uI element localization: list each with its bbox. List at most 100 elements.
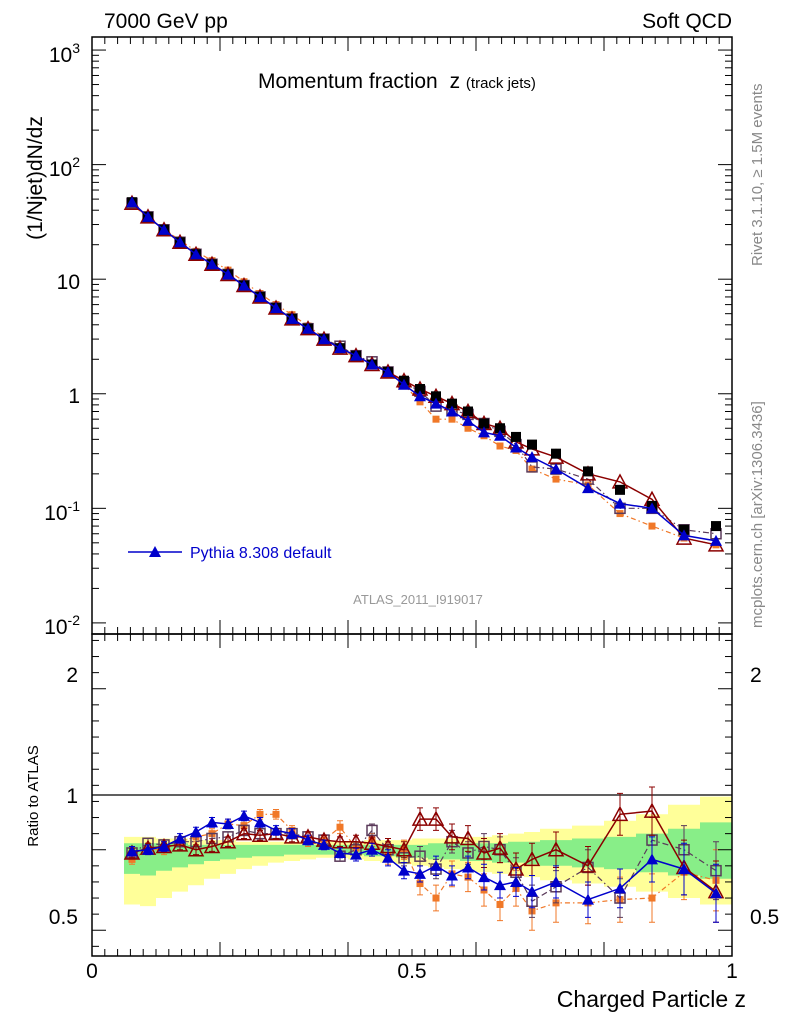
- ratio-errorbar-model-darkred: [649, 786, 655, 836]
- ratio-point-model-blue: [350, 848, 362, 860]
- main-series-group: [123, 194, 725, 552]
- ratio-point-model-darkred: [643, 802, 661, 818]
- main-point-model-orange: [552, 475, 560, 483]
- main-point-model-orange: [528, 465, 536, 473]
- ratio-point-model-blue: [126, 845, 138, 857]
- main-point-data: [447, 398, 457, 409]
- main-point-model-blue: [174, 236, 186, 248]
- ratio-point-model-blue: [646, 853, 658, 865]
- y-tick-label-10: 10: [57, 271, 80, 294]
- ratio-point-model-blue: [222, 817, 234, 829]
- main-point-model-blue: [446, 405, 458, 417]
- main-point-model-blue: [478, 426, 490, 438]
- legend: Pythia 8.308 default: [128, 545, 332, 562]
- ratio-point-model-darkred: [235, 825, 253, 841]
- x-tick-label-1: 1: [726, 960, 738, 983]
- main-point-model-orange: [464, 424, 472, 432]
- ratio-point-model-darkred: [547, 841, 565, 857]
- main-point-model-blue: [126, 196, 138, 208]
- main-point-data: [583, 466, 593, 477]
- main-y-axis-label: (1/Njet)dN/dz: [24, 116, 47, 240]
- main-point-model-blue: [646, 502, 658, 514]
- ratio-line-model-purple: [131, 829, 717, 903]
- ratio-point-model-blue: [142, 843, 154, 855]
- header-process-label: Soft QCD: [642, 10, 732, 33]
- main-point-model-blue: [526, 451, 538, 463]
- ratio-panel: Ratio to ATLAS 2 1 0.5 2 0.5 0 0.5 1 Cha…: [25, 633, 779, 1012]
- ratio-y-tick-label-0_5-right: 0.5: [750, 906, 779, 929]
- main-title-qualifier: (track jets): [466, 75, 536, 92]
- main-point-data: [615, 484, 625, 495]
- header-energy-label: 7000 GeV pp: [104, 10, 228, 33]
- ratio-point-model-blue: [678, 863, 690, 875]
- ratio-y-tick-label-0_5-left: 0.5: [49, 906, 78, 929]
- ratio-point-model-darkred: [459, 829, 477, 846]
- main-point-model-blue: [494, 429, 506, 441]
- main-point-data: [415, 384, 425, 395]
- main-point-model-blue: [206, 258, 218, 270]
- ratio-point-model-purple: [414, 850, 426, 862]
- ratio-errorbar-model-darkred: [465, 825, 471, 852]
- main-point-data: [551, 448, 561, 459]
- legend-marker-pythia: [149, 546, 161, 557]
- analysis-id-label: ATLAS_2011_I919017: [353, 592, 483, 607]
- y-tick-label-1: 1: [68, 385, 80, 408]
- ratio-point-model-blue: [206, 816, 218, 828]
- main-point-model-blue: [286, 312, 298, 324]
- ratio-band-green: [124, 822, 732, 879]
- y-tick-label-1e-1: 10-1: [44, 498, 80, 525]
- ratio-point-model-orange: [432, 894, 440, 902]
- ratio-point-model-blue: [286, 827, 298, 839]
- legend-label-pythia: Pythia 8.308 default: [190, 545, 332, 562]
- main-frame: [91, 36, 733, 635]
- y-tick-label-1e3: 103: [49, 40, 80, 67]
- ratio-point-model-blue: [318, 838, 330, 850]
- ratio-point-model-blue: [366, 843, 378, 855]
- ratio-point-model-blue: [430, 859, 442, 871]
- ratio-point-model-orange: [648, 894, 656, 902]
- ratio-point-model-blue: [158, 840, 170, 852]
- main-point-model-blue: [430, 397, 442, 409]
- ratio-point-model-darkred: [443, 828, 461, 844]
- main-panel: Momentum fraction z (track jets) (1/Njet…: [24, 36, 733, 639]
- main-point-data: [479, 418, 489, 429]
- ratio-y-axis-label: Ratio to ATLAS: [25, 745, 42, 846]
- main-point-model-blue: [550, 463, 562, 475]
- ratio-point-model-blue: [398, 864, 410, 876]
- ratio-point-model-blue: [334, 846, 346, 858]
- ratio-point-model-blue: [614, 882, 626, 894]
- main-point-model-blue: [582, 482, 594, 494]
- ratio-point-model-blue: [254, 816, 266, 828]
- ratio-point-model-blue: [462, 861, 474, 873]
- main-point-model-blue: [398, 378, 410, 390]
- ratio-point-model-darkred: [187, 841, 205, 857]
- ratio-point-model-darkred: [171, 836, 189, 852]
- ratio-point-model-blue: [270, 824, 282, 836]
- main-title: Momentum fraction z (track jets): [258, 70, 536, 93]
- ratio-point-model-darkred: [427, 810, 445, 826]
- ratio-point-model-blue: [174, 832, 186, 844]
- ratio-point-model-darkred: [219, 833, 237, 849]
- ratio-point-model-darkred: [155, 837, 173, 854]
- main-point-model-blue: [142, 210, 154, 222]
- ratio-point-model-blue: [526, 885, 538, 897]
- mcplots-reference-label: mcplots.cern.ch [arXiv:1306.3436]: [749, 401, 766, 628]
- main-line-model-blue: [131, 201, 717, 542]
- x-tick-label-0_5: 0.5: [397, 960, 426, 983]
- main-point-model-orange: [448, 415, 456, 423]
- ratio-point-model-orange: [272, 810, 280, 818]
- main-point-model-blue: [318, 333, 330, 345]
- ratio-point-model-blue: [550, 875, 562, 887]
- ratio-point-model-blue: [238, 809, 250, 821]
- main-point-data: [527, 439, 537, 450]
- x-axis-label: Charged Particle z: [557, 986, 746, 1012]
- ratio-point-model-blue: [446, 869, 458, 881]
- main-point-model-orange: [496, 442, 504, 450]
- main-point-data: [463, 406, 473, 417]
- ratio-point-model-orange: [336, 823, 344, 831]
- rivet-version-label: Rivet 3.1.10, ≥ 1.5M events: [749, 84, 766, 267]
- main-point-model-blue: [710, 534, 722, 546]
- main-point-model-blue: [350, 349, 362, 361]
- ratio-point-model-darkred: [251, 826, 269, 842]
- main-point-model-blue: [462, 414, 474, 426]
